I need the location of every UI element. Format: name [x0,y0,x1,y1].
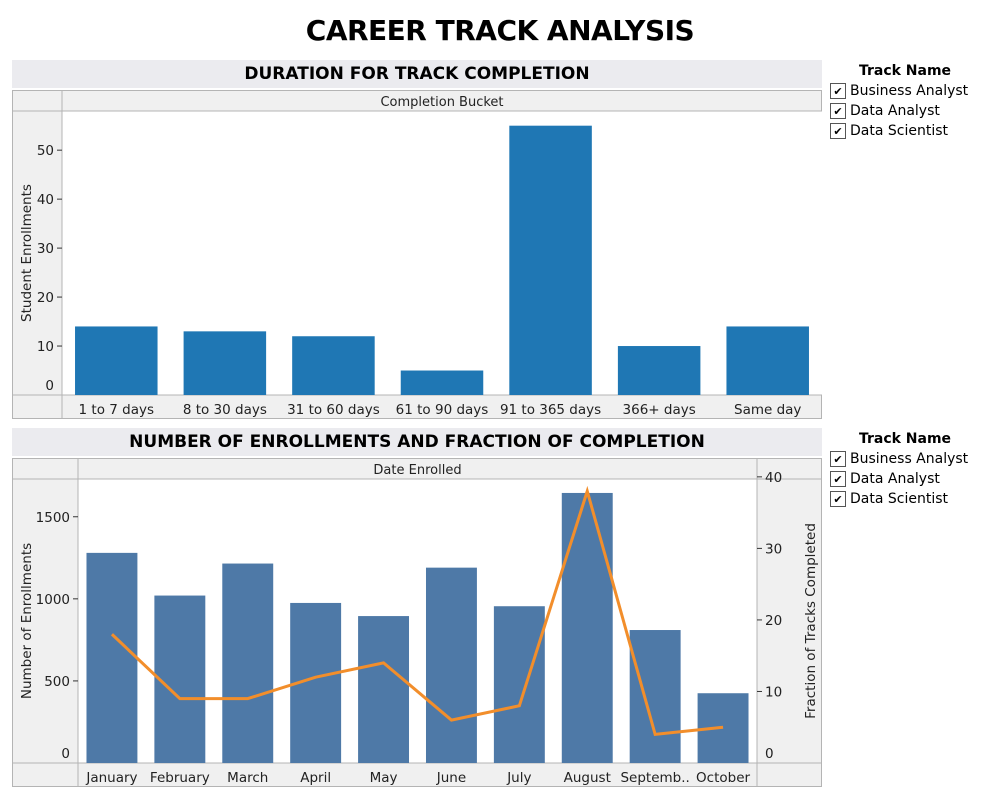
group-header: Completion Bucket [380,95,503,110]
legend-title: Track Name [858,63,952,79]
legend-item-data-scientist[interactable]: ✔ Data Scientist [830,489,990,509]
x-tick-label: May [370,770,398,786]
y-tick-label: 500 [44,674,70,690]
x-tick-label: August [564,770,611,786]
legend-track-name-1: Track Name ✔ Business Analyst ✔ Data Analy… [830,63,990,141]
group-header: Date Enrolled [373,463,461,478]
y-tick-label: 0 [45,378,54,394]
x-tick-label: March [227,770,268,786]
legend-item-data-analyst[interactable]: ✔ Data Analyst [830,101,990,121]
x-tick-label: 8 to 30 days [183,402,267,418]
bar [629,630,681,763]
y2-tick-label: 30 [765,541,782,557]
legend-track-name-2: Track Name ✔ Business Analyst ✔ Data Analy… [830,431,990,509]
y2-tick-label: 20 [765,613,782,629]
y-tick-label: 1500 [36,510,70,526]
y-axis-title: Number of Enrollments [19,543,35,699]
legend-label: Data Scientist [850,491,948,507]
y2-tick-label: 0 [765,746,774,762]
legend-label: Business Analyst [850,83,969,99]
completion-line [110,485,724,737]
x-tick-label: 61 to 90 days [396,402,489,418]
bar [75,326,158,395]
legend-label: Data Scientist [850,123,948,139]
dashboard-title: CAREER TRACK ANALYSIS [305,14,695,47]
y-tick-label: 30 [37,241,54,257]
y-tick-label: 20 [37,290,54,306]
bar [400,370,484,395]
bar [292,336,375,395]
bar [726,326,809,395]
checkbox-checked-icon[interactable]: ✔ [830,471,846,487]
y-tick-label: 10 [37,339,54,355]
x-tick-label: October [696,770,750,786]
y-tick-label: 1000 [36,592,70,608]
bar [222,563,274,763]
checkbox-checked-icon[interactable]: ✔ [830,123,846,139]
x-tick-label: July [506,770,531,786]
bar [617,346,701,395]
legend-item-business-analyst[interactable]: ✔ Business Analyst [830,449,990,469]
y-tick-label: 0 [61,746,70,762]
chart2-title: NUMBER OF ENROLLMENTS AND FRACTION OF CO… [12,428,822,456]
y2-tick-label: 10 [765,684,782,700]
y2-tick-label: 40 [765,470,782,486]
enrollments-chart: Date Enrolled January February March April Ma… [12,458,822,787]
x-tick-label: Same day [734,402,801,418]
bar [561,492,613,763]
checkbox-checked-icon[interactable]: ✔ [830,83,846,99]
legend-label: Data Analyst [850,471,940,487]
x-tick-label: June [436,770,466,786]
bar [425,567,477,763]
legend-title: Track Name [858,431,952,447]
legend-label: Business Analyst [850,451,969,467]
plot-area [62,111,822,395]
legend-item-data-analyst[interactable]: ✔ Data Analyst [830,469,990,489]
y2-axis-title: Fraction of Tracks Completed [803,523,819,719]
checkbox-checked-icon[interactable]: ✔ [830,103,846,119]
x-tick-label: January [85,770,137,786]
duration-chart: Completion Bucket 1 to 7 days 8 to 30 days… [12,90,822,419]
x-tick-label: 91 to 365 days [500,402,601,418]
bar [509,125,592,396]
x-tick-label: 366+ days [623,402,696,418]
checkbox-checked-icon[interactable]: ✔ [830,491,846,507]
y-tick-label: 40 [37,192,54,208]
bar [183,331,267,395]
legend-item-business-analyst[interactable]: ✔ Business Analyst [830,81,990,101]
x-tick-label: February [150,770,210,786]
x-tick-label: 31 to 60 days [287,402,380,418]
checkbox-checked-icon[interactable]: ✔ [830,451,846,467]
x-tick-label: Septemb.. [620,770,689,786]
y-tick-label: 50 [37,143,54,159]
bar [493,606,545,763]
chart1-title: DURATION FOR TRACK COMPLETION [12,60,822,88]
y-axis-title: Student Enrollments [19,184,35,322]
bar [86,552,138,763]
legend-label: Data Analyst [850,103,940,119]
bar [154,595,206,763]
x-tick-label: April [300,770,331,786]
legend-item-data-scientist[interactable]: ✔ Data Scientist [830,121,990,141]
bar [358,616,410,763]
x-tick-label: 1 to 7 days [79,402,154,418]
